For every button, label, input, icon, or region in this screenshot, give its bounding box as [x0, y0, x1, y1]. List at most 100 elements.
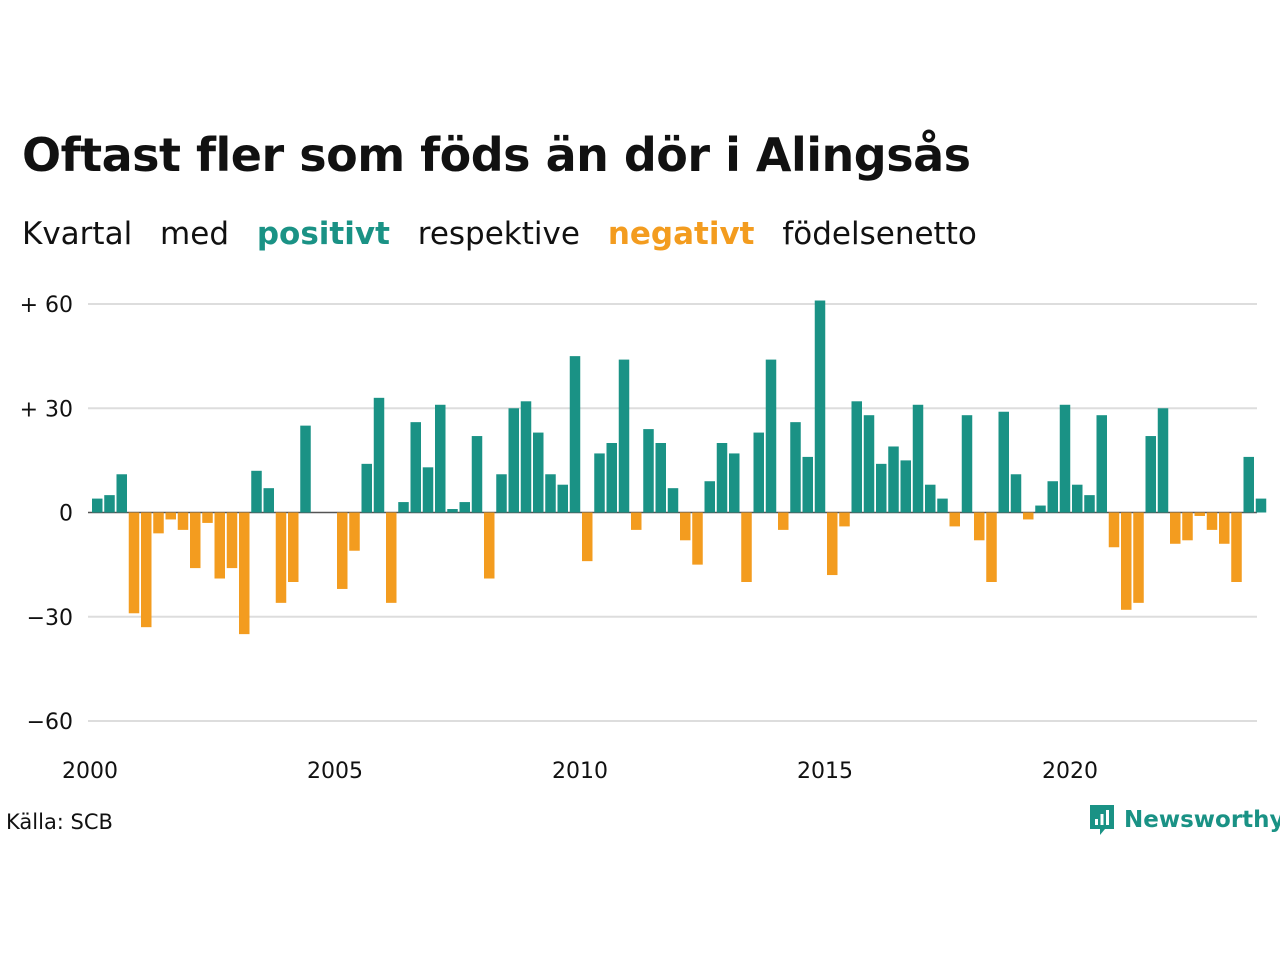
- x-tick-label: 2000: [62, 759, 118, 784]
- bar-2023-k3: [1243, 456, 1254, 513]
- bar-2005-k2: [349, 512, 360, 551]
- bar-2005-k1: [337, 512, 348, 589]
- bar-2023-k4: [1255, 498, 1267, 513]
- bar-2014-k2: [790, 422, 801, 513]
- bar-2004-k1: [288, 512, 299, 582]
- bar-2019-k1: [1023, 512, 1034, 520]
- x-tick-label: 2010: [552, 759, 608, 784]
- bar-2018-k4: [1010, 474, 1022, 513]
- chart-subtitle: Kvartal med positivt respektive negativt…: [22, 216, 995, 252]
- bar-2016-k3: [900, 460, 911, 513]
- bar-2020-k2: [1084, 495, 1095, 513]
- bar-2016-k1: [876, 463, 887, 513]
- bar-2003-k2: [251, 470, 262, 513]
- bar-2007-k1: [435, 404, 446, 513]
- bar-2014-k4: [814, 300, 826, 513]
- bar-2022-k1: [1170, 512, 1181, 544]
- newsworthy-logo: Newsworthy: [1088, 803, 1280, 837]
- chart-title: Oftast fler som föds än dör i Alingsås: [22, 128, 971, 182]
- bar-2003-k3: [263, 488, 274, 513]
- y-tick-label: + 60: [20, 293, 73, 318]
- bar-2015-k3: [851, 401, 862, 513]
- bar-2005-k4: [373, 397, 385, 513]
- y-tick-label: 0: [59, 502, 73, 527]
- bar-2016-k4: [912, 404, 924, 513]
- bar-2011-k1: [631, 512, 642, 530]
- bar-2004-k2: [300, 425, 311, 513]
- bar-2018-k3: [998, 411, 1009, 513]
- bar-2019-k2: [1035, 505, 1046, 513]
- y-tick-label: −60: [27, 710, 73, 735]
- subtitle-positive-label: positivt: [256, 216, 390, 252]
- bar-2017-k2: [937, 498, 948, 513]
- bar-2000-k1: [92, 498, 103, 513]
- bar-2007-k3: [459, 502, 470, 513]
- bar-2009-k2: [545, 474, 556, 513]
- bar-2001-k4: [177, 512, 189, 530]
- subtitle-word-kvartal: Kvartal: [22, 216, 133, 252]
- bar-2011-k2: [643, 429, 654, 513]
- x-axis-labels: 2000 2005 2010 2015 2020: [62, 759, 1098, 784]
- bar-2006-k2: [398, 502, 409, 513]
- bar-2012-k3: [704, 481, 715, 513]
- bar-2001-k2: [153, 512, 164, 534]
- source-note: Källa: SCB: [6, 810, 113, 834]
- bar-chart: + 60 + 30 0 −30 −60 2000 2005 2010 2015 2020: [20, 293, 1267, 784]
- bar-2008-k1: [484, 512, 495, 579]
- bar-2013-k2: [741, 512, 752, 582]
- bar-2010-k1: [582, 512, 593, 562]
- brand-name: Newsworthy: [1124, 807, 1280, 833]
- bar-2022-k2: [1182, 512, 1193, 541]
- bar-2021-k4: [1157, 408, 1169, 513]
- bar-2023-k2: [1231, 512, 1242, 582]
- y-axis-labels: + 60 + 30 0 −30 −60: [20, 293, 73, 735]
- x-tick-label: 2015: [797, 759, 853, 784]
- bar-2015-k4: [863, 415, 875, 513]
- bars: [92, 300, 1267, 635]
- bar-2020-k1: [1072, 484, 1083, 513]
- bar-2014-k1: [778, 512, 789, 530]
- bar-2005-k3: [361, 463, 372, 513]
- bar-2013-k1: [729, 453, 740, 513]
- bar-2010-k4: [618, 359, 630, 513]
- bar-2020-k4: [1108, 512, 1120, 548]
- bar-2008-k3: [508, 408, 519, 513]
- subtitle-word-med: med: [160, 216, 229, 252]
- bar-2015-k2: [839, 512, 850, 527]
- bar-2009-k3: [557, 484, 568, 513]
- newsworthy-logo-icon: [1090, 805, 1114, 835]
- bar-2009-k4: [569, 356, 581, 513]
- bar-2002-k4: [226, 512, 238, 569]
- bar-2006-k3: [410, 422, 421, 513]
- bar-2012-k1: [680, 512, 691, 541]
- bar-2001-k3: [165, 512, 176, 520]
- bar-2000-k4: [128, 512, 140, 614]
- bar-2002-k2: [202, 512, 213, 523]
- bar-2013-k3: [753, 432, 764, 513]
- bar-2006-k1: [386, 512, 397, 603]
- bar-2019-k4: [1059, 404, 1071, 513]
- bar-2010-k2: [594, 453, 605, 513]
- bar-2001-k1: [141, 512, 152, 628]
- bar-2011-k4: [667, 488, 679, 513]
- bar-2012-k4: [716, 443, 728, 513]
- bar-2000-k3: [116, 474, 127, 513]
- bar-2009-k1: [533, 432, 544, 513]
- bar-2002-k3: [214, 512, 225, 579]
- bar-2022-k4: [1206, 512, 1218, 530]
- bar-2016-k2: [888, 446, 899, 513]
- bar-2007-k4: [471, 436, 483, 513]
- x-tick-label: 2005: [307, 759, 363, 784]
- bar-2000-k2: [104, 495, 115, 513]
- bar-2018-k1: [974, 512, 985, 541]
- bar-2023-k1: [1219, 512, 1230, 544]
- bar-2021-k3: [1145, 436, 1156, 513]
- bar-2011-k3: [655, 443, 666, 513]
- bar-2017-k3: [949, 512, 960, 527]
- subtitle-word-respektive: respektive: [417, 216, 580, 252]
- bar-2012-k2: [692, 512, 703, 565]
- subtitle-word-fodelsenetto: födelsenetto: [782, 216, 977, 252]
- bar-2020-k3: [1096, 415, 1107, 513]
- bar-2019-k3: [1047, 481, 1058, 513]
- x-tick-label: 2020: [1042, 759, 1098, 784]
